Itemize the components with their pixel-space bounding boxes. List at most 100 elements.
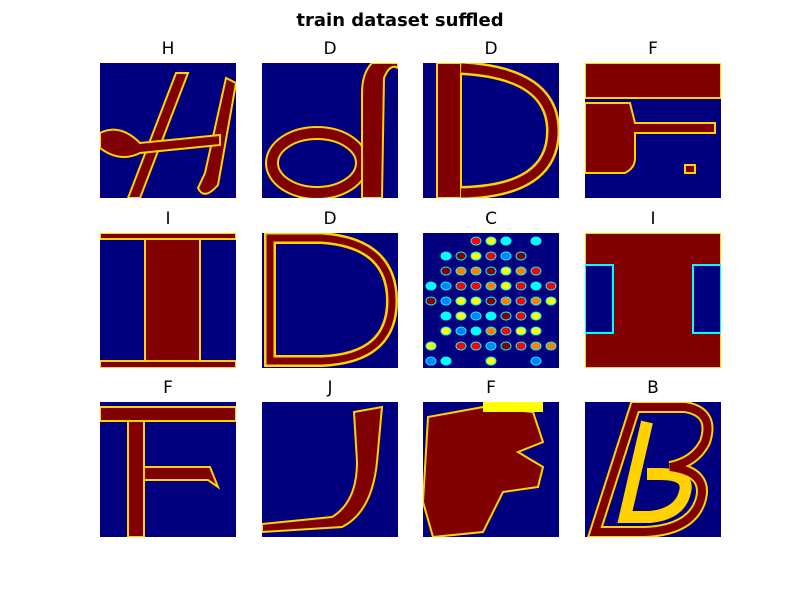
noise-blob xyxy=(485,326,497,336)
noise-blob xyxy=(440,281,452,291)
panel-title: I xyxy=(650,209,655,229)
panel-title: D xyxy=(323,209,336,229)
glyph-stroke xyxy=(266,234,396,365)
image-content xyxy=(423,402,545,537)
image-panel xyxy=(100,402,236,537)
glyph-stroke xyxy=(100,360,236,368)
glyph-stroke xyxy=(585,63,721,99)
noise-blob xyxy=(530,311,542,321)
noise-blob xyxy=(485,236,497,246)
image-content xyxy=(585,63,721,174)
image-content xyxy=(262,405,384,534)
noise-blob xyxy=(530,236,542,246)
noise-blob xyxy=(485,311,497,321)
noise-blob xyxy=(470,341,482,351)
image-content xyxy=(264,233,398,367)
noise-blob xyxy=(485,296,497,306)
noise-blob xyxy=(440,251,452,261)
noise-blob xyxy=(500,266,512,276)
image-content xyxy=(100,233,236,368)
panel-title: C xyxy=(485,209,497,229)
image-panel xyxy=(423,63,559,198)
noise-blob xyxy=(500,311,512,321)
noise-blob xyxy=(515,251,527,261)
image-panel xyxy=(262,63,398,198)
glyph-stroke xyxy=(585,102,716,174)
noise-blob xyxy=(425,356,437,366)
glyph-stroke xyxy=(100,406,236,422)
noise-blob xyxy=(500,281,512,291)
figure-title: train dataset suffled xyxy=(296,10,503,31)
glyph-stroke xyxy=(483,402,543,412)
panel-title: J xyxy=(326,378,332,398)
noise-blob xyxy=(440,311,452,321)
noise-blob xyxy=(455,296,467,306)
noise-blob xyxy=(425,341,437,351)
noise-blob xyxy=(485,251,497,261)
image-panel xyxy=(585,63,721,198)
noise-blob xyxy=(425,281,437,291)
noise-blob xyxy=(530,356,542,366)
noise-blob xyxy=(530,296,542,306)
noise-blob xyxy=(545,281,557,291)
panel-title: D xyxy=(484,39,497,59)
noise-blob xyxy=(455,281,467,291)
glyph-stroke xyxy=(100,233,236,240)
noise-blob xyxy=(500,251,512,261)
glyph-stroke xyxy=(143,466,221,490)
glyph-stroke xyxy=(126,72,190,198)
noise-blob xyxy=(530,341,542,351)
glyph-stroke xyxy=(585,264,614,334)
noise-blob xyxy=(470,311,482,321)
noise-blob xyxy=(515,296,527,306)
noise-blob xyxy=(470,236,482,246)
image-panel xyxy=(262,233,398,368)
noise-blob xyxy=(485,266,497,276)
noise-blob xyxy=(485,341,497,351)
glyph-stroke xyxy=(692,264,721,334)
image-content xyxy=(436,63,559,198)
noise-blob xyxy=(515,311,527,321)
noise-blob xyxy=(470,251,482,261)
panel-title: B xyxy=(647,378,659,398)
glyph-stroke xyxy=(436,63,462,198)
panel-title: H xyxy=(162,39,175,59)
noise-blob xyxy=(530,326,542,336)
glyph-stroke xyxy=(684,164,696,174)
noise-blob xyxy=(440,266,452,276)
glyph-stroke xyxy=(460,63,558,198)
glyph-stroke xyxy=(144,233,201,368)
image-content xyxy=(265,63,398,198)
panel-title: I xyxy=(165,209,170,229)
glyph-stroke xyxy=(127,409,145,537)
panel-title: D xyxy=(323,39,336,59)
noise-blob xyxy=(530,266,542,276)
noise-blob xyxy=(530,281,542,291)
glyph-stroke xyxy=(100,128,221,158)
noise-blob xyxy=(455,311,467,321)
image-panel xyxy=(262,402,398,537)
noise-blob xyxy=(545,296,557,306)
image-content xyxy=(100,72,236,198)
image-panel xyxy=(423,233,559,368)
image-content xyxy=(587,402,714,537)
noise-blob xyxy=(425,296,437,306)
noise-blob xyxy=(485,356,497,366)
noise-blob xyxy=(455,326,467,336)
noise-blob xyxy=(455,251,467,261)
noise-blob xyxy=(440,356,452,366)
panel-title: F xyxy=(648,39,658,59)
image-content xyxy=(100,406,236,537)
noise-blob xyxy=(515,326,527,336)
image-content xyxy=(425,236,557,366)
noise-blob xyxy=(500,296,512,306)
image-panel xyxy=(100,63,236,198)
image-panel xyxy=(585,233,721,368)
noise-blob xyxy=(440,296,452,306)
image-panel xyxy=(100,233,236,368)
glyph-stroke xyxy=(361,63,398,198)
noise-blob xyxy=(515,266,527,276)
noise-blob xyxy=(455,341,467,351)
